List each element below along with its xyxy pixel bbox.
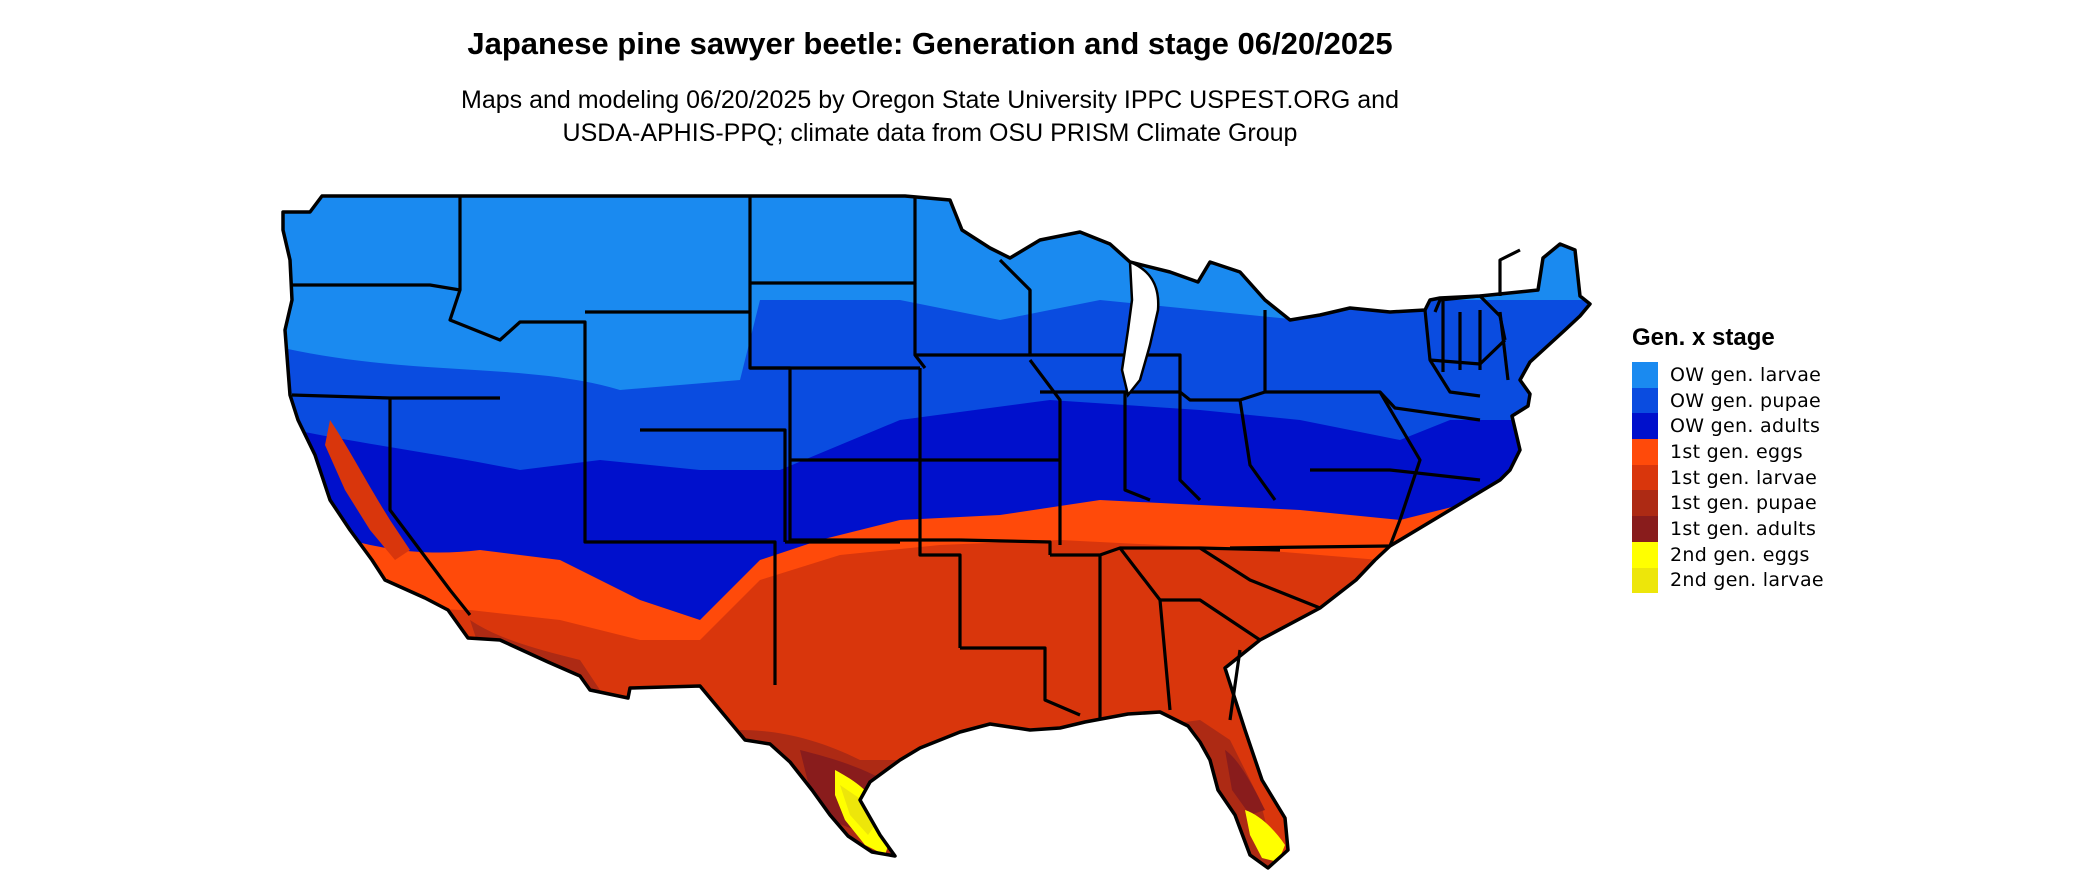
lake-michigan	[1120, 260, 1160, 398]
legend-swatch	[1632, 362, 1658, 388]
region-2nd-eggs-fl	[1245, 810, 1285, 862]
legend-swatch	[1632, 567, 1658, 594]
region-ca-valley	[325, 420, 410, 560]
legend-swatch	[1632, 387, 1658, 414]
legend-swatch	[1632, 541, 1658, 568]
legend-item: OW gen. larvae	[1632, 362, 1824, 388]
legend-swatch	[1632, 464, 1658, 491]
legend-item: OW gen. adults	[1632, 413, 1824, 440]
legend-title: Gen. x stage	[1632, 324, 1775, 351]
legend-label: 1st gen. eggs	[1670, 440, 1803, 463]
legend-items: OW gen. larvae OW gen. pupae OW gen. adult…	[1632, 362, 1824, 594]
legend-label: 2nd gen. larvae	[1670, 569, 1824, 592]
legend-label: 1st gen. adults	[1670, 517, 1817, 540]
legend-label: 1st gen. pupae	[1670, 492, 1818, 515]
legend-item: 1st gen. pupae	[1632, 490, 1824, 517]
legend-label: 2nd gen. eggs	[1670, 543, 1810, 566]
legend-swatch	[1632, 490, 1658, 517]
region-2nd-larvae-tx	[840, 785, 875, 835]
legend-item: 1st gen. eggs	[1632, 439, 1824, 465]
region-1st-adults-fl	[1225, 750, 1265, 815]
state-boundaries	[290, 196, 1521, 721]
legend-item: 1st gen. adults	[1632, 516, 1824, 542]
legend-item: 2nd gen. larvae	[1632, 567, 1824, 594]
legend-item: 2nd gen. eggs	[1632, 541, 1824, 568]
legend-item: 1st gen. larvae	[1632, 464, 1824, 491]
legend-label: OW gen. adults	[1670, 415, 1821, 438]
subtitle-line-2: USDA-APHIS-PPQ; climate data from OSU PR…	[562, 119, 1298, 147]
map-subtitle: Maps and modeling 06/20/2025 by Oregon S…	[0, 84, 1860, 150]
legend-swatch	[1632, 516, 1658, 542]
legend-label: OW gen. larvae	[1670, 363, 1822, 386]
map-title: Japanese pine sawyer beetle: Generation …	[467, 26, 1393, 61]
legend-label: OW gen. pupae	[1670, 389, 1822, 412]
subtitle-line-1: Maps and modeling 06/20/2025 by Oregon S…	[461, 86, 1399, 114]
legend-swatch	[1632, 439, 1658, 465]
legend-label: 1st gen. larvae	[1670, 466, 1818, 489]
legend: Gen. x stage OW gen. larvae OW gen. pupae…	[1632, 324, 1824, 594]
legend-swatch	[1632, 413, 1658, 440]
legend-item: OW gen. pupae	[1632, 387, 1824, 414]
